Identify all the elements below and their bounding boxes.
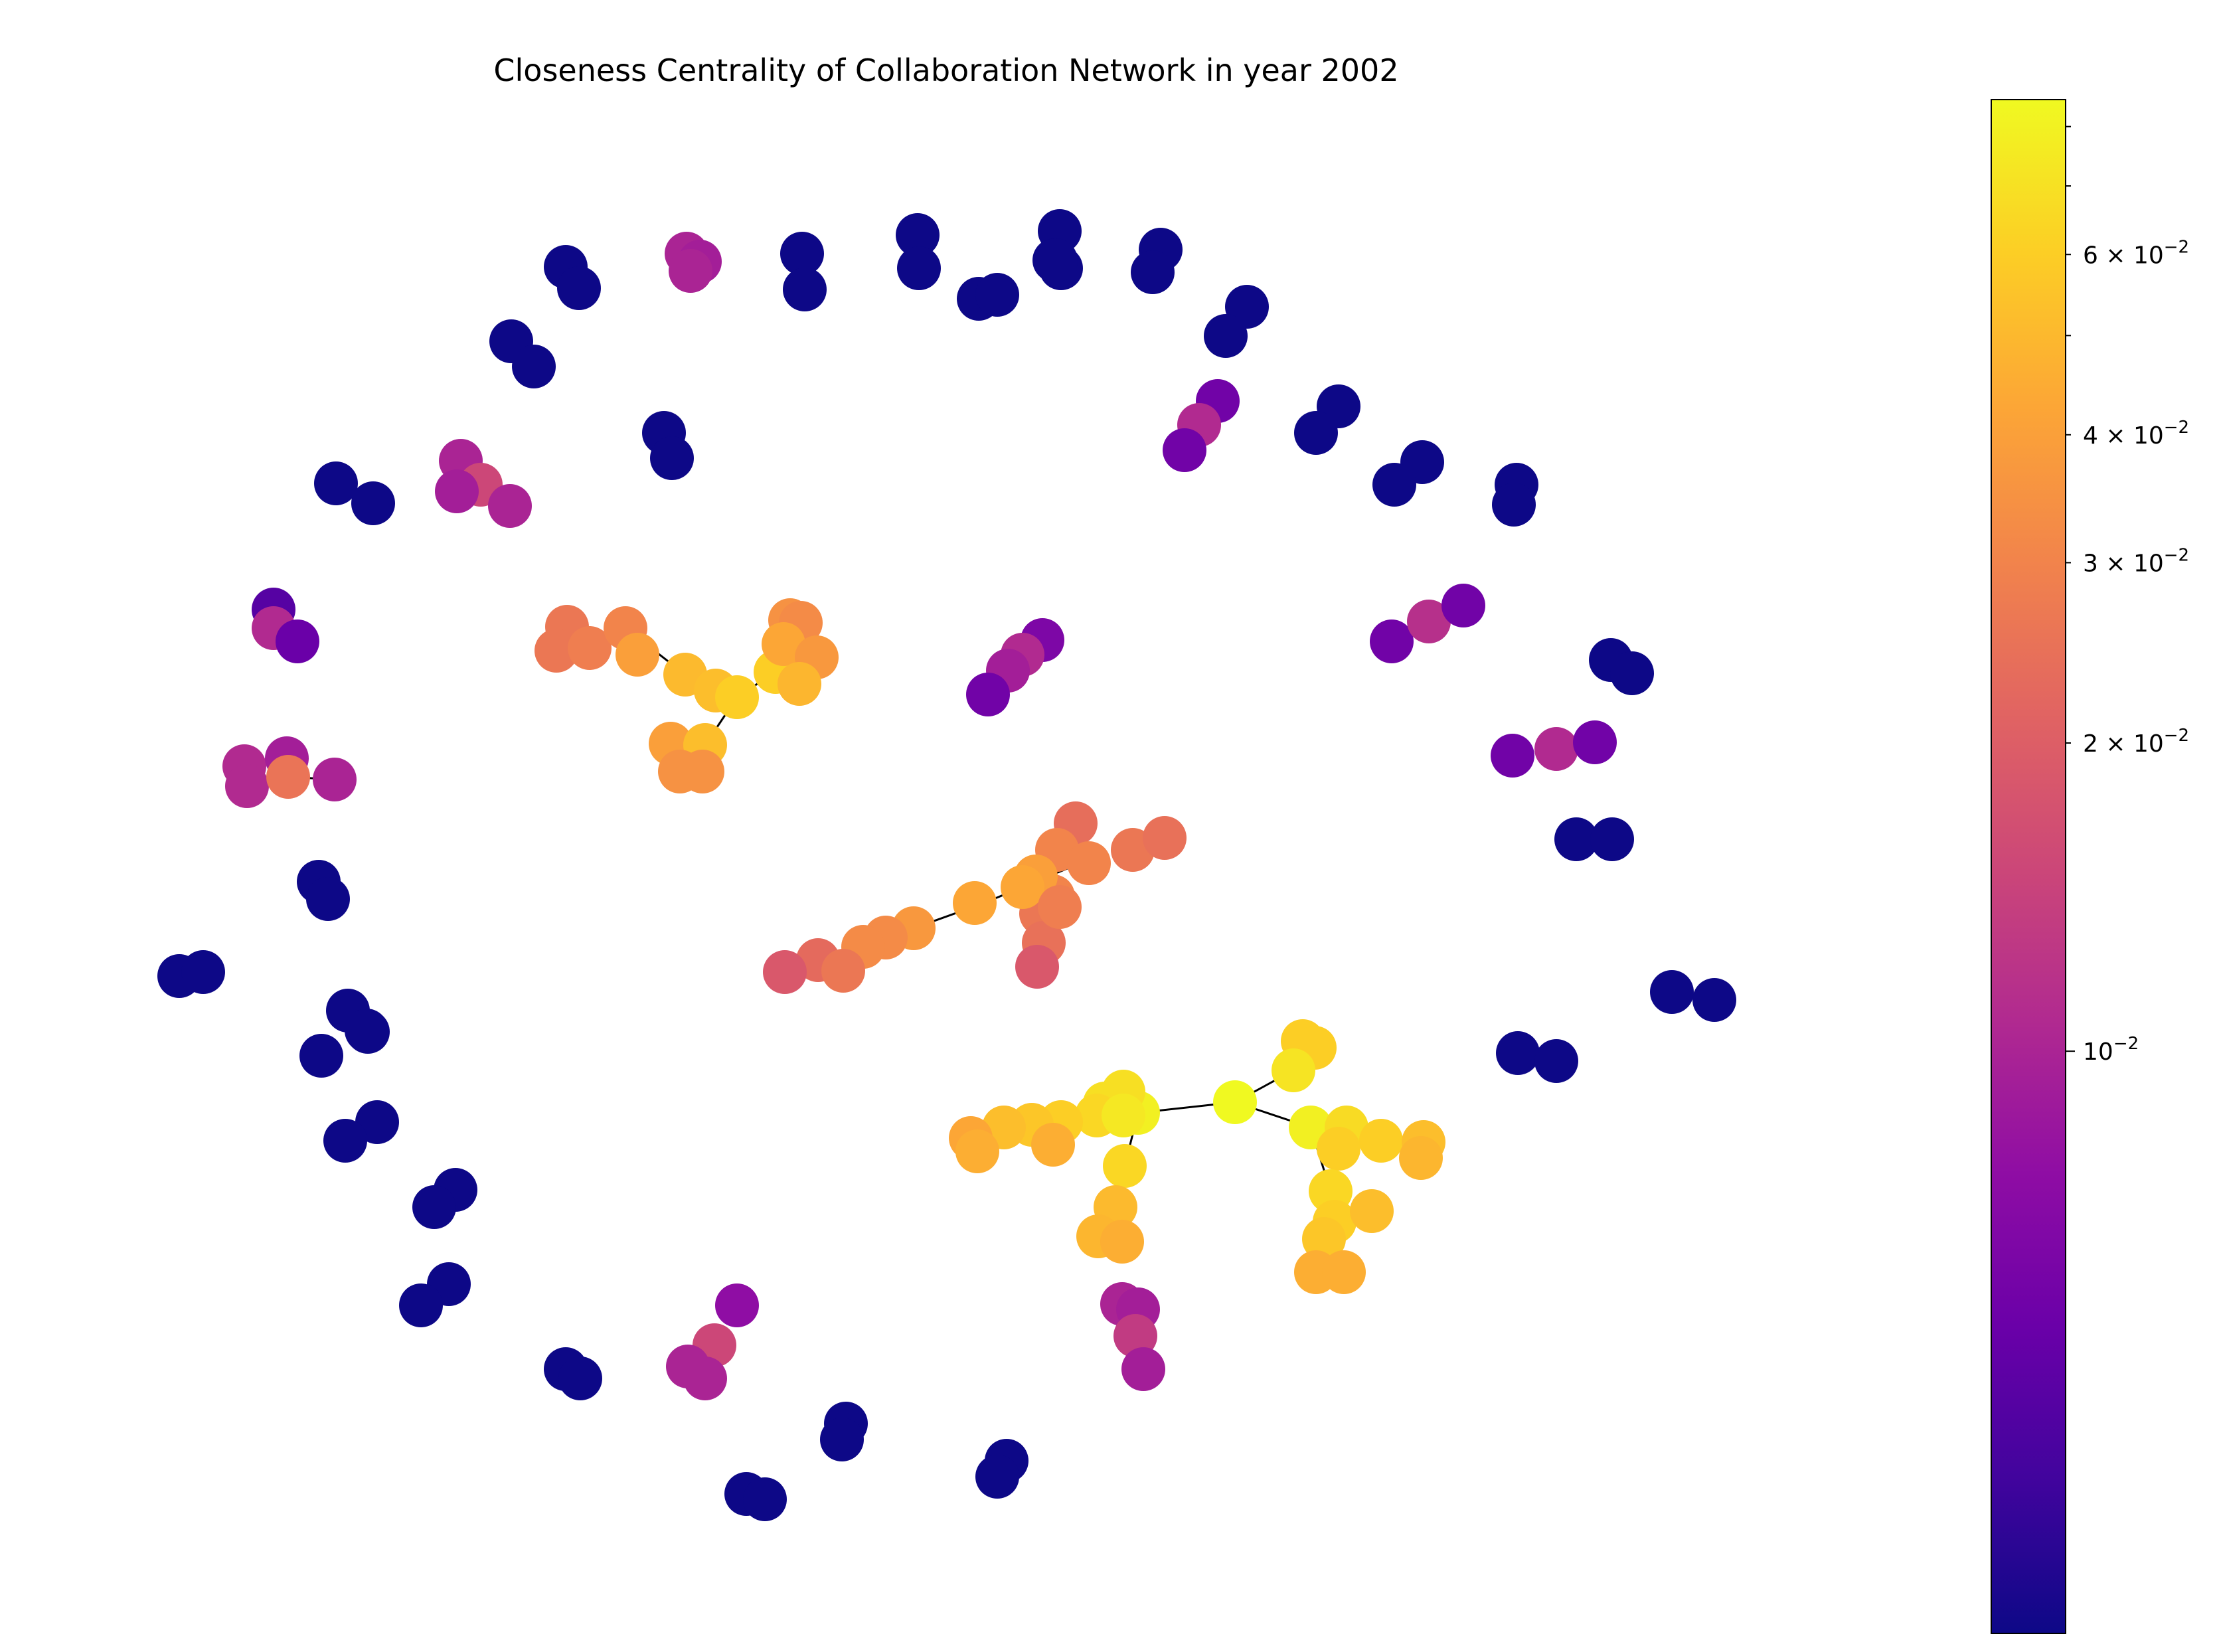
network-node — [314, 461, 358, 505]
network-node — [650, 436, 694, 480]
network-node — [1294, 411, 1338, 455]
network-node — [345, 1009, 388, 1052]
colorbar-tick-label: 3 × 10−2 — [2083, 545, 2189, 577]
network-node — [743, 1477, 787, 1521]
network-node — [323, 1119, 367, 1163]
network-node — [975, 273, 1019, 317]
network-node — [299, 1034, 343, 1078]
network-node — [1102, 1094, 1145, 1137]
network-node — [306, 877, 350, 921]
network-node — [435, 469, 479, 513]
network-node — [1359, 1119, 1403, 1163]
colorbar: 10−2 2 × 10−2 3 × 10−2 4 × 10−2 6 × 10−2 — [1991, 99, 2189, 1634]
network-node — [681, 750, 724, 793]
network-node — [1131, 250, 1175, 294]
network-node — [488, 484, 532, 528]
colorbar-tick-label: 6 × 10−2 — [2083, 237, 2189, 269]
network-node — [181, 950, 225, 994]
network-node — [955, 1129, 999, 1173]
network-node — [355, 1100, 399, 1144]
network-node — [1692, 978, 1736, 1022]
network-node — [975, 1455, 1019, 1499]
network-node — [1067, 841, 1111, 885]
network-node — [966, 673, 1010, 716]
network-node — [1554, 817, 1598, 861]
network-node — [266, 755, 310, 799]
network-node — [763, 950, 807, 994]
network-node — [1163, 428, 1206, 472]
network-node — [1350, 1189, 1394, 1233]
network-node — [1370, 620, 1414, 663]
network-node — [1031, 1123, 1075, 1167]
network-node — [1322, 1250, 1366, 1294]
network-node — [558, 1357, 602, 1400]
network-node — [616, 633, 659, 677]
colorbar-tick-label: 4 × 10−2 — [2083, 418, 2189, 450]
network-node — [412, 1185, 456, 1229]
network-node — [683, 1357, 727, 1400]
network-node — [1573, 720, 1617, 764]
network-node — [896, 213, 940, 257]
network-node — [1121, 1347, 1165, 1391]
network-node — [399, 1283, 443, 1327]
network-node — [1492, 483, 1536, 527]
network-node — [1034, 238, 1078, 282]
colorbar-tick-label: 2 × 10−2 — [2083, 726, 2189, 758]
network-node — [1399, 1136, 1443, 1180]
network-node — [313, 758, 357, 801]
network-node — [715, 675, 759, 719]
network-node — [1372, 463, 1416, 507]
network-node — [1302, 1217, 1346, 1261]
network-node — [557, 266, 601, 310]
network-node — [1272, 1048, 1315, 1092]
network-node — [512, 345, 556, 388]
network-node — [1317, 1127, 1360, 1171]
network-node — [225, 764, 269, 808]
network-node — [897, 246, 941, 290]
colorbar-ticks: 10−2 2 × 10−2 3 × 10−2 4 × 10−2 6 × 10−2 — [2066, 125, 2189, 1066]
network-node — [1143, 816, 1187, 860]
network-node — [534, 629, 578, 673]
network-node — [715, 1283, 759, 1327]
network-node — [1100, 1220, 1144, 1264]
network-node — [953, 881, 997, 925]
network-node — [568, 626, 612, 670]
network-node — [820, 1418, 864, 1461]
network-node — [1001, 865, 1044, 909]
network-node — [1103, 1144, 1147, 1188]
colorbar-tick-label: 10−2 — [2083, 1034, 2139, 1066]
network-node — [1213, 1080, 1257, 1124]
colorbar-gradient — [1991, 99, 2066, 1634]
network-node — [1534, 1039, 1578, 1083]
network-node — [778, 662, 821, 706]
network-node — [276, 620, 319, 663]
network-nodes — [157, 209, 1736, 1521]
network-node — [780, 232, 824, 276]
network-node — [1441, 584, 1485, 627]
network-node — [1610, 651, 1654, 695]
network-node — [1407, 600, 1451, 643]
network-node — [669, 249, 712, 293]
network-node — [762, 622, 805, 666]
network-node — [351, 481, 395, 525]
network-node — [1038, 885, 1082, 929]
network-node — [1650, 970, 1694, 1014]
network-node — [1496, 1031, 1540, 1075]
network-node — [1113, 1314, 1157, 1358]
network-node — [1204, 314, 1248, 358]
network-node — [1534, 727, 1578, 771]
network-node — [1015, 945, 1059, 989]
network-node — [1491, 734, 1534, 778]
chart-title: Closeness Centrality of Collaboration Ne… — [493, 52, 1398, 88]
network-node — [821, 949, 865, 993]
network-node — [783, 268, 827, 311]
network-node — [1590, 817, 1634, 861]
